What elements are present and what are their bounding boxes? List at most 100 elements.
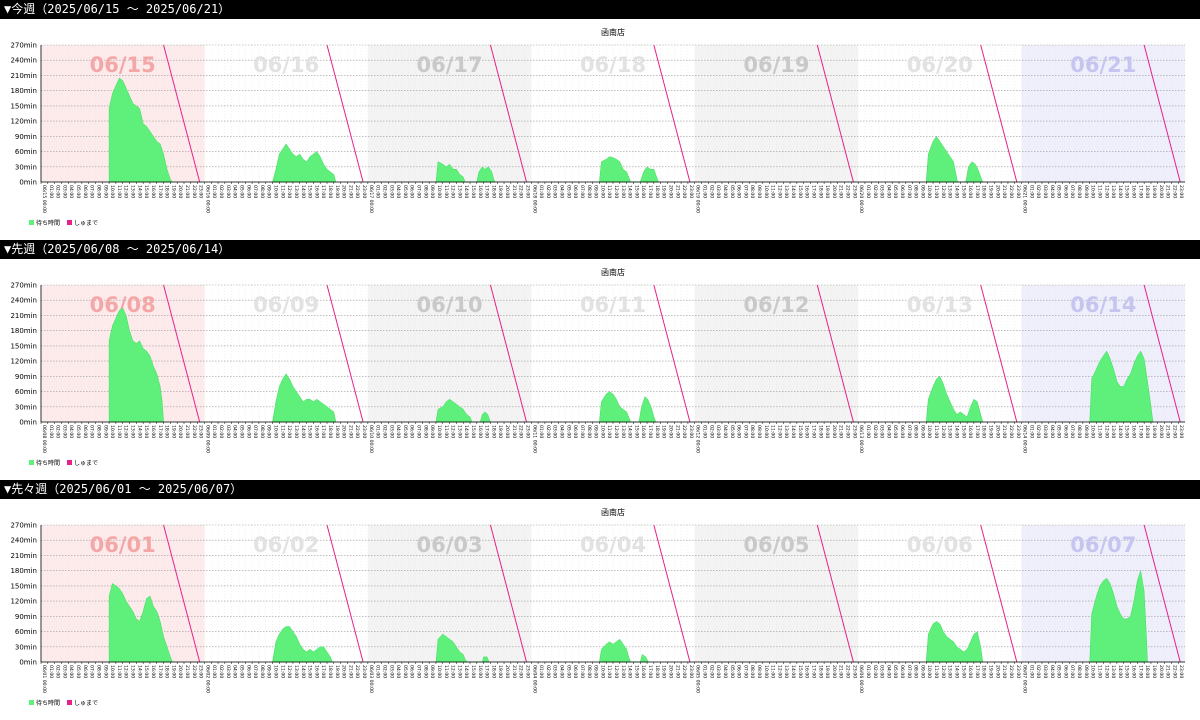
x-tick-label: 04:00 bbox=[68, 665, 74, 678]
x-tick-label: 17:00 bbox=[1137, 425, 1143, 438]
x-tick-label: 21:00 bbox=[1001, 425, 1007, 438]
x-tick-label: 07:00 bbox=[1069, 185, 1075, 198]
x-tick-label: 16:00 bbox=[150, 185, 156, 198]
wait-area-06-18 bbox=[599, 156, 659, 183]
x-tick-label: 11:00 bbox=[116, 665, 122, 678]
x-tick-label: 11:00 bbox=[116, 425, 122, 438]
x-tick-label: 08:00 bbox=[422, 665, 428, 678]
x-tick-label: 23:00 bbox=[1178, 185, 1184, 198]
x-tick-label: 13:00 bbox=[783, 425, 789, 438]
x-tick-label: 19:00 bbox=[1151, 425, 1157, 438]
x-tick-label: 15:00 bbox=[960, 185, 966, 198]
x-tick-label: 04:00 bbox=[722, 185, 728, 198]
x-tick-label: 06:00 bbox=[899, 665, 905, 678]
x-tick-label: 15:00 bbox=[797, 665, 803, 678]
x-tick-label: 12:00 bbox=[286, 665, 292, 678]
x-tick-label: 06:00 bbox=[1062, 425, 1068, 438]
x-tick-label: 10:00 bbox=[109, 665, 115, 678]
x-tick-label: 01:00 bbox=[48, 425, 54, 438]
x-tick-label: 17:00 bbox=[484, 425, 490, 438]
x-tick-label: 23:00 bbox=[1015, 425, 1021, 438]
x-tick-label: 02:00 bbox=[545, 665, 551, 678]
x-tick-label: 20:00 bbox=[177, 185, 183, 198]
x-tick-label: 19:00 bbox=[170, 425, 176, 438]
x-tick-label: 14:00 bbox=[300, 425, 306, 438]
x-tick-label: 06/06 00:00 bbox=[858, 665, 864, 693]
x-tick-label: 09:00 bbox=[266, 665, 272, 678]
x-tick-label: 06:00 bbox=[899, 425, 905, 438]
x-tick-label: 22:00 bbox=[518, 425, 524, 438]
x-tick-label: 01:00 bbox=[702, 185, 708, 198]
x-tick-label: 06:00 bbox=[899, 185, 905, 198]
y-tick-label: 210min bbox=[10, 72, 37, 80]
x-tick-label: 12:00 bbox=[450, 425, 456, 438]
x-tick-label: 17:00 bbox=[1137, 185, 1143, 198]
x-tick-label: 08:00 bbox=[586, 665, 592, 678]
x-tick-label: 01:00 bbox=[375, 665, 381, 678]
x-tick-label: 03:00 bbox=[61, 665, 67, 678]
wait-area-06-01 bbox=[108, 582, 173, 663]
x-tick-label: 07:00 bbox=[906, 185, 912, 198]
x-tick-label: 02:00 bbox=[218, 425, 224, 438]
y-tick-label: 30min bbox=[15, 643, 37, 651]
x-tick-label: 13:00 bbox=[130, 185, 136, 198]
y-tick-label: 150min bbox=[10, 582, 37, 590]
x-tick-label: 09:00 bbox=[1083, 425, 1089, 438]
x-tick-label: 20:00 bbox=[994, 185, 1000, 198]
y-tick-label: 0min bbox=[19, 659, 37, 667]
y-tick-label: 120min bbox=[10, 118, 37, 126]
legend-swatch-wait bbox=[29, 460, 34, 465]
x-tick-label: 08:00 bbox=[422, 425, 428, 438]
wait-area-06-04 bbox=[599, 638, 649, 663]
until-line bbox=[653, 44, 691, 183]
x-tick-label: 18:00 bbox=[327, 665, 333, 678]
x-tick-label: 10:00 bbox=[763, 425, 769, 438]
x-tick-label: 16:00 bbox=[477, 185, 483, 198]
x-tick-label: 14:00 bbox=[136, 665, 142, 678]
x-tick-label: 20:00 bbox=[667, 425, 673, 438]
x-tick-label: 13:00 bbox=[1110, 185, 1116, 198]
x-tick-label: 06/07 00:00 bbox=[1022, 665, 1028, 693]
x-tick-label: 08:00 bbox=[259, 185, 265, 198]
x-tick-label: 07:00 bbox=[906, 665, 912, 678]
x-tick-label: 18:00 bbox=[654, 185, 660, 198]
x-tick-label: 11:00 bbox=[279, 665, 285, 678]
x-tick-label: 12:00 bbox=[123, 185, 129, 198]
chart-title: 函南店 bbox=[601, 507, 625, 517]
x-tick-label: 08:00 bbox=[1076, 665, 1082, 678]
x-tick-label: 21:00 bbox=[838, 665, 844, 678]
x-tick-label: 05:00 bbox=[892, 425, 898, 438]
x-tick-label: 01:00 bbox=[538, 665, 544, 678]
x-tick-label: 16:00 bbox=[313, 665, 319, 678]
x-tick-label: 06/11 00:00 bbox=[531, 425, 537, 453]
x-tick-label: 14:00 bbox=[790, 665, 796, 678]
x-tick-label: 12:00 bbox=[940, 665, 946, 678]
x-tick-label: 10:00 bbox=[1090, 665, 1096, 678]
x-tick-label: 18:00 bbox=[164, 185, 170, 198]
x-tick-label: 15:00 bbox=[1124, 425, 1130, 438]
x-tick-label: 06/04 00:00 bbox=[531, 665, 537, 693]
wait-time-chart: 函南店 0min 30min 60min 90min 120min 150min 180min… bbox=[10, 267, 1186, 467]
x-tick-label: 16:00 bbox=[477, 665, 483, 678]
y-tick-label: 240min bbox=[10, 57, 37, 65]
x-tick-label: 15:00 bbox=[1124, 185, 1130, 198]
x-tick-label: 16:00 bbox=[1131, 185, 1137, 198]
x-tick-label: 09:00 bbox=[102, 425, 108, 438]
x-tick-label: 21:00 bbox=[674, 185, 680, 198]
x-tick-label: 01:00 bbox=[48, 665, 54, 678]
until-line bbox=[653, 524, 691, 663]
y-tick-label: 240min bbox=[10, 297, 37, 305]
y-tick-label: 150min bbox=[10, 342, 37, 350]
x-tick-label: 09:00 bbox=[919, 425, 925, 438]
x-tick-label: 20:00 bbox=[667, 665, 673, 678]
x-tick-label: 01:00 bbox=[48, 185, 54, 198]
x-tick-label: 03:00 bbox=[879, 425, 885, 438]
x-tick-label: 19:00 bbox=[824, 665, 830, 678]
x-tick-label: 17:00 bbox=[320, 665, 326, 678]
x-tick-label: 08:00 bbox=[586, 425, 592, 438]
x-tick-label: 11:00 bbox=[1096, 185, 1102, 198]
wait-time-chart: 函南店 0min 30min 60min 90min 120min 150min 180min… bbox=[10, 27, 1186, 227]
x-tick-label: 23:00 bbox=[688, 425, 694, 438]
x-tick-label: 05:00 bbox=[238, 425, 244, 438]
x-tick-label: 05:00 bbox=[75, 185, 81, 198]
